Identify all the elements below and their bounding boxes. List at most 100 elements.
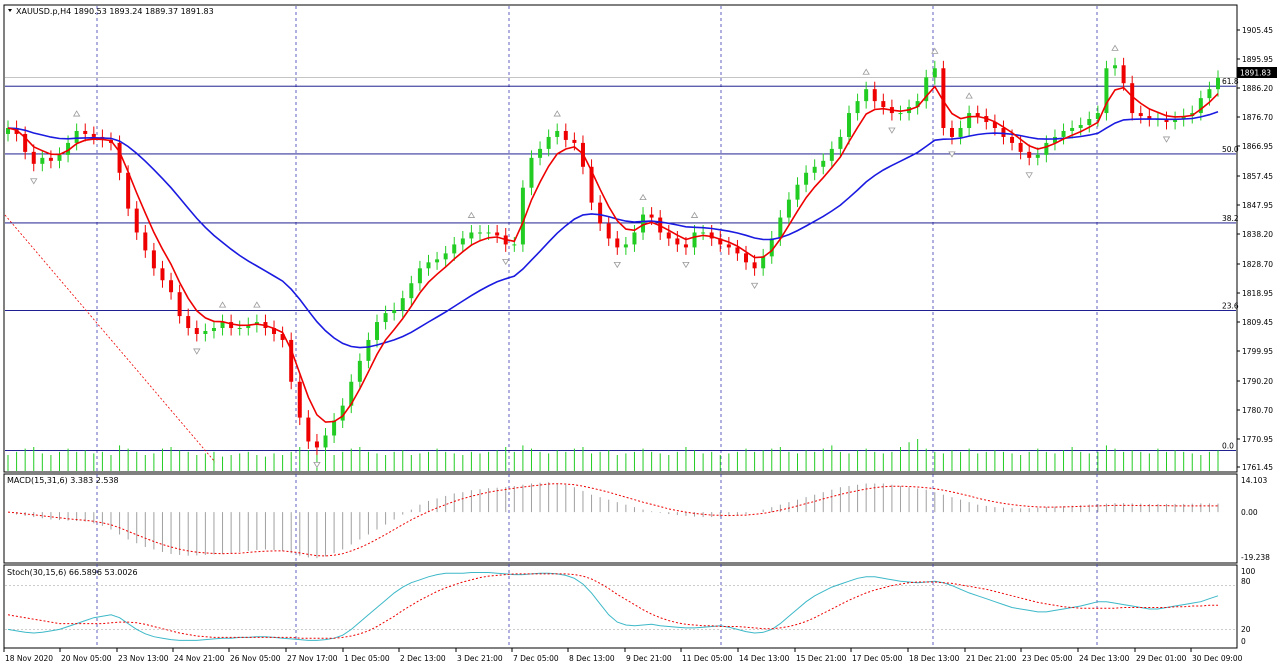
- bullish-candle[interactable]: [692, 232, 697, 248]
- bullish-candle[interactable]: [846, 113, 851, 137]
- bullish-candle[interactable]: [409, 283, 414, 299]
- bullish-candle[interactable]: [435, 259, 440, 263]
- bullish-candle[interactable]: [400, 298, 405, 311]
- bullish-candle[interactable]: [1216, 77, 1220, 90]
- bullish-candle[interactable]: [1070, 127, 1075, 131]
- bearish-candle[interactable]: [186, 316, 191, 329]
- bullish-candle[interactable]: [1104, 68, 1109, 114]
- bullish-candle[interactable]: [460, 238, 465, 245]
- bullish-candle[interactable]: [898, 113, 903, 115]
- bearish-candle[interactable]: [289, 339, 294, 382]
- bullish-candle[interactable]: [623, 244, 628, 248]
- bearish-candle[interactable]: [615, 238, 620, 248]
- bearish-candle[interactable]: [683, 244, 688, 248]
- bullish-candle[interactable]: [486, 232, 491, 234]
- bearish-candle[interactable]: [31, 151, 36, 164]
- bearish-candle[interactable]: [169, 280, 174, 293]
- bullish-candle[interactable]: [1035, 154, 1040, 158]
- bullish-candle[interactable]: [555, 130, 560, 137]
- bearish-candle[interactable]: [735, 247, 740, 254]
- bearish-candle[interactable]: [718, 238, 723, 245]
- bearish-candle[interactable]: [726, 244, 731, 248]
- bearish-candle[interactable]: [606, 223, 611, 239]
- macd-pane[interactable]: [3, 473, 1238, 564]
- bullish-candle[interactable]: [1044, 142, 1049, 155]
- bullish-candle[interactable]: [383, 313, 388, 323]
- bearish-candle[interactable]: [160, 268, 165, 281]
- bearish-candle[interactable]: [744, 253, 749, 263]
- bullish-candle[interactable]: [366, 339, 371, 361]
- bearish-candle[interactable]: [280, 333, 285, 340]
- bearish-candle[interactable]: [992, 122, 997, 128]
- bullish-candle[interactable]: [1173, 119, 1178, 123]
- bullish-candle[interactable]: [332, 420, 337, 436]
- bullish-candle[interactable]: [1052, 136, 1057, 143]
- bearish-candle[interactable]: [975, 113, 980, 117]
- bearish-candle[interactable]: [143, 232, 148, 251]
- bullish-candle[interactable]: [821, 160, 826, 167]
- bullish-candle[interactable]: [967, 113, 972, 128]
- bullish-candle[interactable]: [349, 381, 354, 406]
- bearish-candle[interactable]: [666, 232, 671, 239]
- bullish-candle[interactable]: [812, 166, 817, 173]
- bearish-candle[interactable]: [709, 232, 714, 239]
- bearish-candle[interactable]: [306, 417, 311, 442]
- bullish-candle[interactable]: [452, 244, 457, 254]
- slow-moving-average-line[interactable]: [7, 110, 1219, 349]
- bullish-candle[interactable]: [66, 142, 71, 155]
- bullish-candle[interactable]: [6, 127, 10, 134]
- bullish-candle[interactable]: [237, 328, 242, 330]
- bullish-candle[interactable]: [1078, 125, 1083, 128]
- bearish-candle[interactable]: [272, 328, 277, 334]
- bullish-candle[interactable]: [529, 157, 534, 188]
- bullish-candle[interactable]: [357, 360, 362, 382]
- bullish-candle[interactable]: [1095, 113, 1100, 120]
- bullish-candle[interactable]: [417, 268, 422, 284]
- bearish-candle[interactable]: [91, 133, 96, 137]
- bullish-candle[interactable]: [246, 325, 251, 329]
- bullish-candle[interactable]: [701, 232, 706, 234]
- bearish-candle[interactable]: [941, 68, 946, 128]
- bearish-candle[interactable]: [752, 262, 757, 269]
- bullish-candle[interactable]: [375, 322, 380, 340]
- bearish-candle[interactable]: [297, 381, 302, 418]
- bearish-candle[interactable]: [1147, 116, 1152, 120]
- bullish-candle[interactable]: [426, 262, 431, 269]
- bullish-candle[interactable]: [641, 214, 646, 233]
- bearish-candle[interactable]: [872, 89, 877, 102]
- bullish-candle[interactable]: [538, 148, 543, 158]
- bullish-candle[interactable]: [778, 217, 783, 239]
- bearish-candle[interactable]: [1010, 136, 1015, 143]
- bullish-candle[interactable]: [632, 232, 637, 245]
- bearish-candle[interactable]: [1130, 83, 1135, 114]
- bullish-candle[interactable]: [932, 68, 937, 78]
- bearish-candle[interactable]: [589, 166, 594, 203]
- bullish-candle[interactable]: [520, 187, 525, 245]
- bearish-candle[interactable]: [495, 232, 500, 236]
- bearish-candle[interactable]: [1138, 113, 1143, 117]
- dropdown-triangle-icon[interactable]: [8, 9, 12, 12]
- bearish-candle[interactable]: [572, 139, 577, 143]
- bearish-candle[interactable]: [563, 130, 568, 140]
- bullish-candle[interactable]: [795, 184, 800, 200]
- bearish-candle[interactable]: [1121, 65, 1126, 84]
- bearish-candle[interactable]: [177, 292, 182, 317]
- bearish-candle[interactable]: [83, 130, 88, 134]
- bullish-candle[interactable]: [769, 238, 774, 257]
- bullish-candle[interactable]: [1087, 119, 1092, 126]
- bearish-candle[interactable]: [48, 157, 53, 161]
- bullish-candle[interactable]: [512, 244, 517, 246]
- bearish-candle[interactable]: [134, 208, 139, 233]
- price-pane[interactable]: [3, 4, 1238, 473]
- bullish-candle[interactable]: [1198, 98, 1203, 114]
- bullish-candle[interactable]: [392, 310, 397, 314]
- bullish-candle[interactable]: [323, 435, 328, 448]
- bullish-candle[interactable]: [74, 130, 79, 143]
- bullish-candle[interactable]: [1113, 65, 1118, 69]
- stoch-k-line[interactable]: [7, 572, 1219, 641]
- bearish-candle[interactable]: [117, 142, 122, 173]
- bearish-candle[interactable]: [949, 127, 954, 137]
- bullish-candle[interactable]: [915, 101, 920, 108]
